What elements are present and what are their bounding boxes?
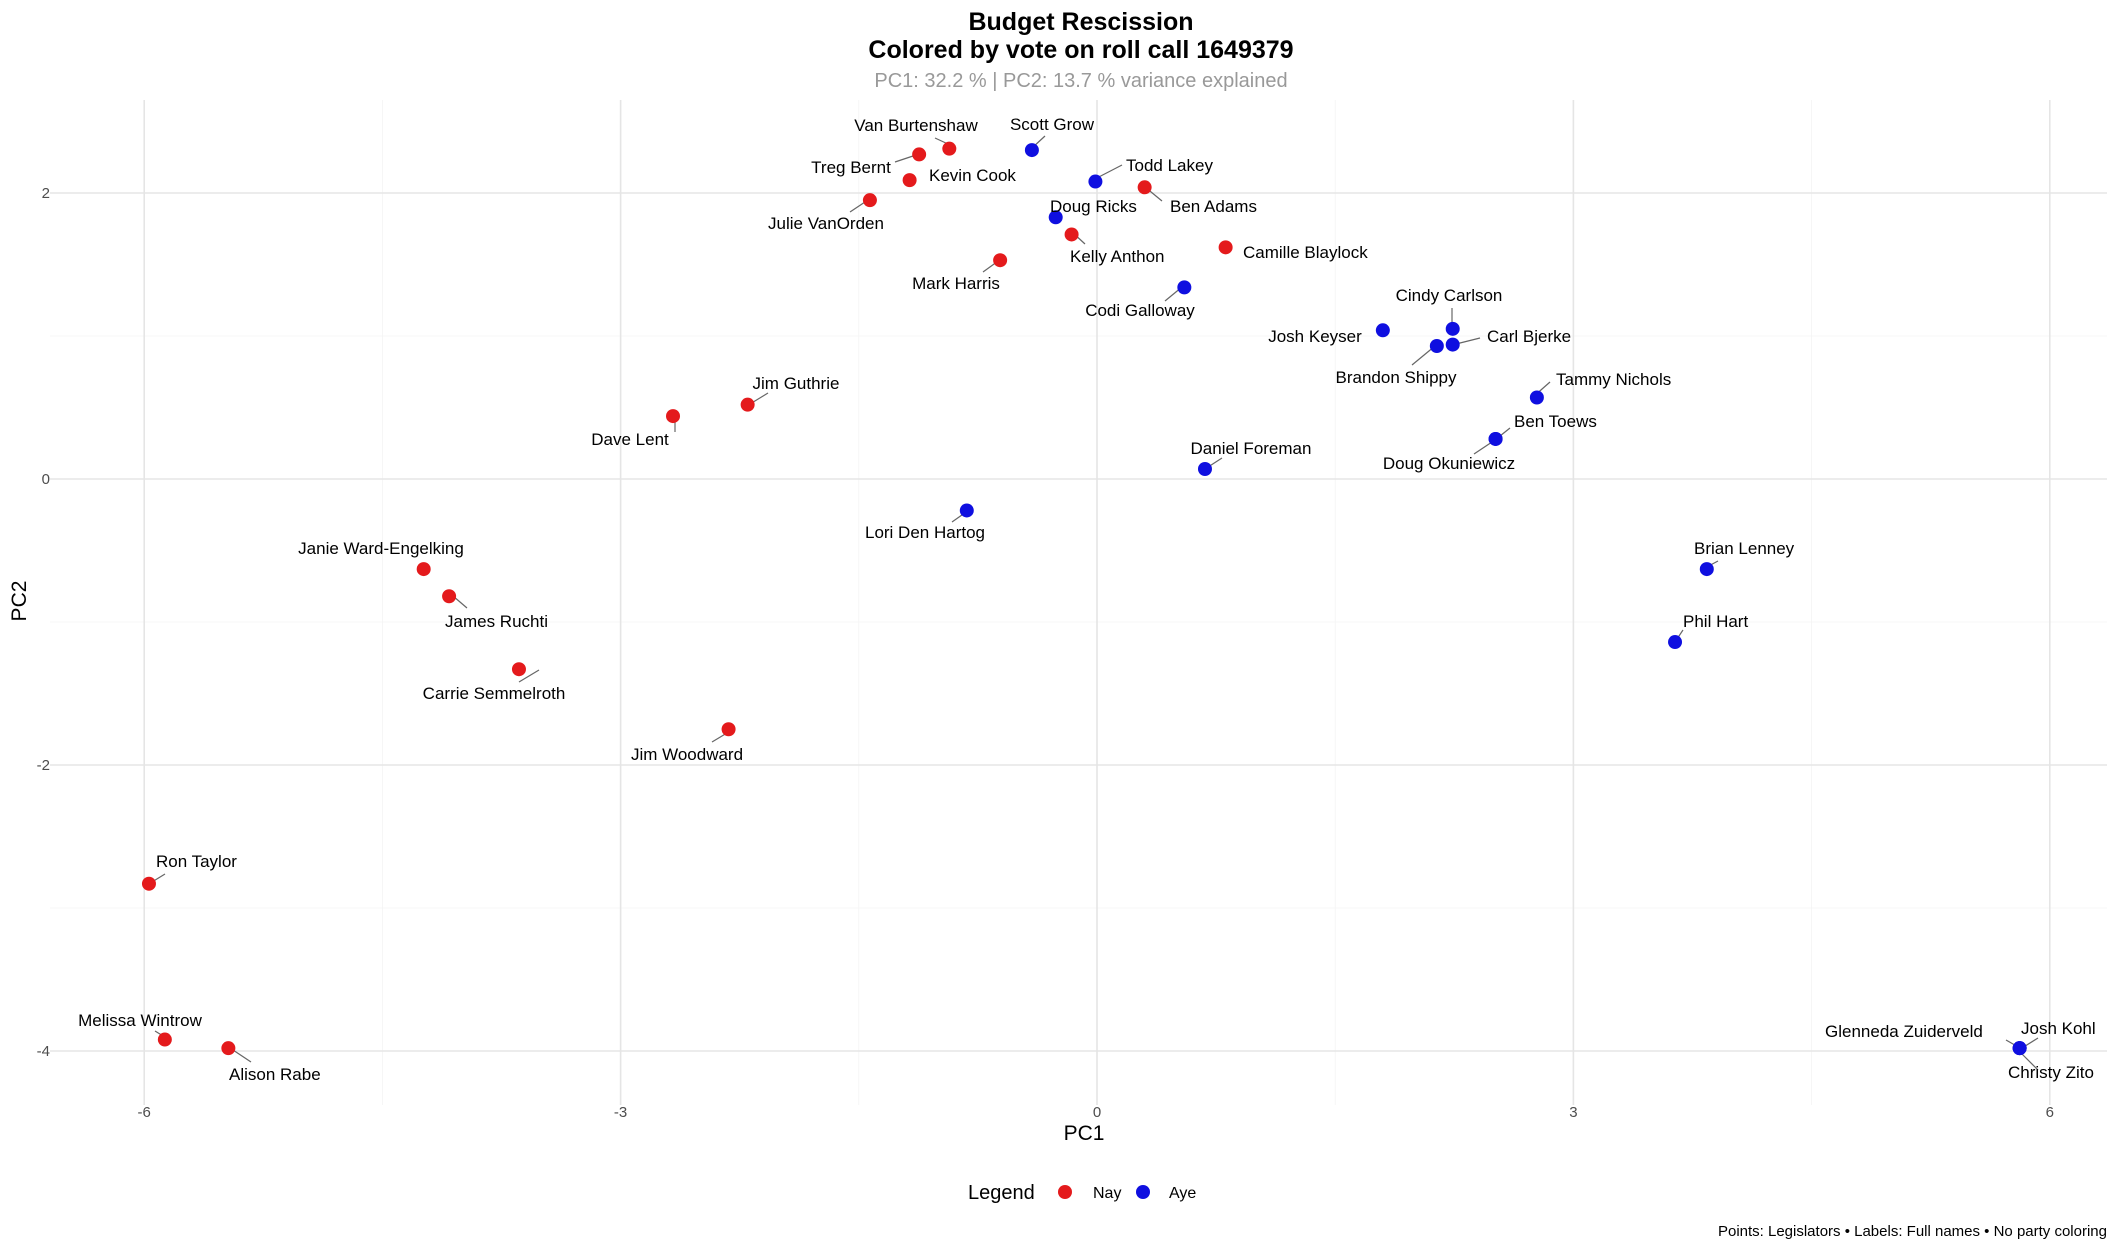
point-josh-keyser bbox=[1375, 323, 1390, 338]
leader-line-christy-zito bbox=[2021, 1053, 2039, 1071]
point-tammy-nichols bbox=[1529, 390, 1544, 405]
point-label-daniel-foreman: Daniel Foreman bbox=[1191, 439, 1312, 458]
point-doug-okuniewicz bbox=[1488, 431, 1503, 446]
leader-line-carrie-semmelroth bbox=[518, 669, 540, 683]
y-axis-ticks: -4 -2 0 2 bbox=[37, 185, 50, 1060]
label-leader-lines bbox=[151, 135, 2039, 1071]
point-label-ron-taylor: Ron Taylor bbox=[156, 852, 237, 871]
point-ben-adams bbox=[1137, 180, 1152, 195]
x-tick-label: -3 bbox=[614, 1104, 627, 1121]
point-label-ben-toews: Ben Toews bbox=[1514, 412, 1597, 431]
point-melissa-wintrow bbox=[157, 1032, 172, 1047]
chart-title: Budget Rescission bbox=[968, 8, 1193, 36]
x-axis-ticks: -6 -3 0 3 6 bbox=[138, 1104, 2054, 1121]
point-ron-taylor bbox=[141, 876, 156, 891]
point-camille-blaylock bbox=[1218, 240, 1233, 255]
point-label-melissa-wintrow: Melissa Wintrow bbox=[78, 1011, 202, 1030]
point-label-lori-den-hartog: Lori Den Hartog bbox=[865, 523, 985, 542]
point-christy-zito bbox=[2012, 1041, 2027, 1056]
y-tick-label: 2 bbox=[42, 185, 50, 202]
point-jim-guthrie bbox=[740, 397, 755, 412]
point-julie-vanorden bbox=[862, 193, 877, 208]
legend-title: Legend bbox=[968, 1182, 1035, 1204]
point-label-ben-adams: Ben Adams bbox=[1170, 197, 1257, 216]
point-label-carl-bjerke: Carl Bjerke bbox=[1487, 327, 1571, 346]
chart-header: Budget Rescission Colored by vote on rol… bbox=[868, 8, 1293, 92]
point-kevin-cook bbox=[902, 173, 917, 188]
point-label-dave-lent: Dave Lent bbox=[591, 430, 669, 449]
point-brandon-shippy bbox=[1429, 339, 1444, 354]
point-label-jim-woodward: Jim Woodward bbox=[631, 745, 743, 764]
point-label-kelly-anthon: Kelly Anthon bbox=[1070, 247, 1165, 266]
point-alison-rabe bbox=[221, 1041, 236, 1056]
point-label-scott-grow: Scott Grow bbox=[1010, 115, 1095, 134]
y-axis-title: PC2 bbox=[8, 581, 31, 622]
point-label-brian-lenney: Brian Lenney bbox=[1694, 539, 1795, 558]
point-dave-lent bbox=[666, 409, 681, 424]
point-lori-den-hartog bbox=[959, 503, 974, 518]
legend-key-aye bbox=[1136, 1185, 1150, 1199]
point-scott-grow bbox=[1024, 143, 1039, 158]
point-label-brandon-shippy: Brandon Shippy bbox=[1336, 368, 1457, 387]
point-phil-hart bbox=[1668, 635, 1683, 650]
point-label-josh-kohl: Josh Kohl bbox=[2021, 1019, 2096, 1038]
point-label-todd-lakey: Todd Lakey bbox=[1126, 156, 1213, 175]
point-label-james-ruchti: James Ruchti bbox=[445, 612, 548, 631]
point-label-codi-galloway: Codi Galloway bbox=[1085, 301, 1195, 320]
point-kelly-anthon bbox=[1064, 227, 1079, 242]
point-label-alison-rabe: Alison Rabe bbox=[229, 1065, 321, 1084]
data-points bbox=[141, 141, 2027, 1056]
point-treg-bernt bbox=[912, 147, 927, 162]
point-daniel-foreman bbox=[1197, 461, 1212, 476]
chart-subtitle: Colored by vote on roll call 1649379 bbox=[868, 36, 1293, 64]
point-labels: Van Burtenshaw Treg Bernt Kevin Cook Julie … bbox=[78, 115, 2096, 1084]
point-label-cindy-carlson: Cindy Carlson bbox=[1396, 286, 1503, 305]
point-janie-ward-engelking bbox=[416, 562, 431, 577]
legend-key-nay bbox=[1058, 1185, 1072, 1199]
variance-note: PC1: 32.2 % | PC2: 13.7 % variance expla… bbox=[874, 70, 1287, 92]
point-mark-harris bbox=[993, 253, 1008, 268]
point-label-doug-okuniewicz: Doug Okuniewicz bbox=[1383, 454, 1515, 473]
x-axis-title: PC1 bbox=[1064, 1122, 1105, 1145]
point-label-kevin-cook: Kevin Cook bbox=[929, 166, 1016, 185]
grid-lines bbox=[50, 100, 2107, 1105]
legend-label-aye: Aye bbox=[1169, 1185, 1196, 1202]
point-codi-galloway bbox=[1177, 280, 1192, 295]
point-doug-ricks bbox=[1048, 210, 1063, 225]
x-tick-label: -6 bbox=[138, 1104, 151, 1121]
x-tick-label: 0 bbox=[1093, 1104, 1101, 1121]
point-label-glenneda-zuiderveld: Glenneda Zuiderveld bbox=[1825, 1022, 1983, 1041]
point-label-josh-keyser: Josh Keyser bbox=[1268, 327, 1362, 346]
point-todd-lakey bbox=[1088, 174, 1103, 189]
point-label-christy-zito: Christy Zito bbox=[2008, 1063, 2094, 1082]
point-label-phil-hart: Phil Hart bbox=[1683, 612, 1748, 631]
point-label-jim-guthrie: Jim Guthrie bbox=[753, 374, 840, 393]
point-label-carrie-semmelroth: Carrie Semmelroth bbox=[423, 684, 566, 703]
point-label-camille-blaylock: Camille Blaylock bbox=[1243, 243, 1368, 262]
y-tick-label: 0 bbox=[42, 471, 50, 488]
point-carl-bjerke bbox=[1445, 337, 1460, 352]
y-tick-label: -2 bbox=[37, 757, 50, 774]
point-brian-lenney bbox=[1699, 562, 1714, 577]
point-jim-woodward bbox=[721, 722, 736, 737]
x-tick-label: 6 bbox=[2046, 1104, 2054, 1121]
y-tick-label: -4 bbox=[37, 1043, 50, 1060]
point-label-van-burtenshaw: Van Burtenshaw bbox=[854, 116, 978, 135]
x-tick-label: 3 bbox=[1569, 1104, 1577, 1121]
point-van-burtenshaw bbox=[942, 141, 957, 156]
chart-caption: Points: Legislators • Labels: Full names… bbox=[1718, 1223, 2107, 1240]
point-cindy-carlson bbox=[1445, 321, 1460, 336]
point-label-tammy-nichols: Tammy Nichols bbox=[1556, 370, 1671, 389]
point-carrie-semmelroth bbox=[511, 662, 526, 677]
legend-label-nay: Nay bbox=[1093, 1185, 1121, 1202]
legend: Legend Nay Aye bbox=[968, 1182, 1196, 1204]
point-label-janie-ward-engelking: Janie Ward-Engelking bbox=[298, 539, 464, 558]
point-label-doug-ricks: Doug Ricks bbox=[1050, 197, 1137, 216]
point-label-mark-harris: Mark Harris bbox=[912, 274, 1000, 293]
leader-line-alison-rabe bbox=[232, 1049, 252, 1063]
point-label-julie-vanorden: Julie VanOrden bbox=[768, 214, 884, 233]
point-james-ruchti bbox=[442, 589, 457, 604]
point-label-treg-bernt: Treg Bernt bbox=[811, 158, 891, 177]
